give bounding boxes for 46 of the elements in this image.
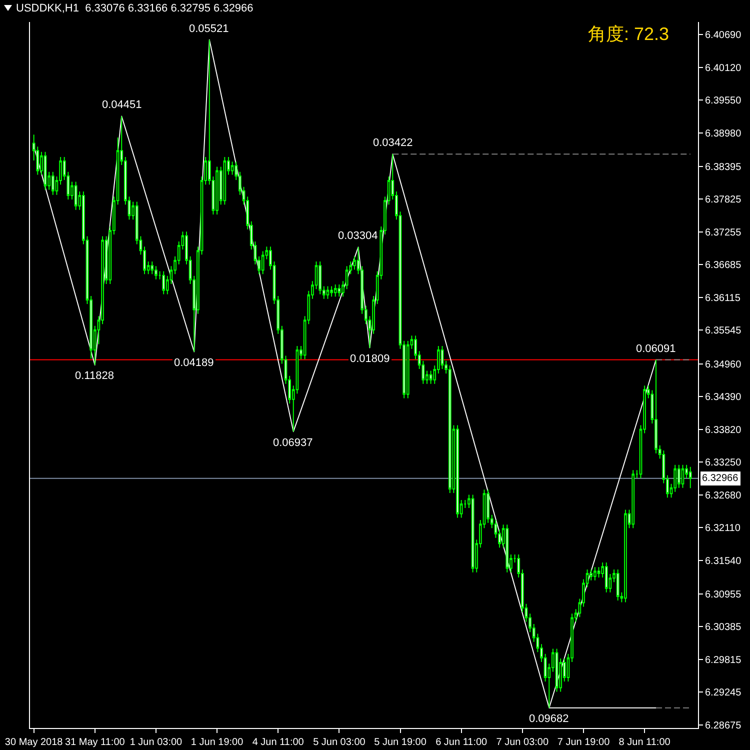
annotation: 0.04451 (102, 99, 142, 111)
annotation: 0.11828 (75, 370, 114, 382)
y-tick-label: 6.39550 (705, 96, 742, 107)
y-tick-label: 6.40120 (705, 62, 742, 74)
x-tick-label: 1 Jun 19:00 (190, 737, 244, 748)
y-tick-label: 6.33820 (705, 424, 742, 436)
annotation: 0.06937 (273, 437, 313, 449)
x-tick-label: 5 Jun 19:00 (374, 737, 427, 748)
x-tick-label: 4 Jun 11:00 (252, 737, 304, 748)
y-tick-label: 6.30955 (705, 589, 742, 600)
y-tick-label: 6.30385 (705, 622, 742, 634)
y-tick-label: 6.36115 (705, 292, 741, 304)
annotation: 0.05521 (189, 23, 229, 35)
x-tick-label: 1 Jun 03:00 (130, 737, 183, 748)
x-tick-label: 30 May 2018 (4, 737, 64, 748)
y-tick-label: 6.38980 (705, 128, 742, 140)
chart-title: USDDKK,H1 6.33076 6.33166 6.32795 6.32966 (16, 2, 254, 14)
annotation: 角度: 72.3 (588, 24, 670, 44)
y-tick-label: 6.31540 (705, 556, 742, 567)
y-tick-label: 6.34960 (705, 359, 742, 370)
y-tick-label: 6.32680 (705, 490, 742, 502)
annotation: 0.03304 (338, 230, 378, 242)
x-tick-label: 6 Jun 11:00 (436, 737, 488, 748)
x-tick-label: 7 Jun 19:00 (557, 737, 610, 748)
y-tick-label: 6.40690 (705, 30, 742, 42)
x-tick-label: 7 Jun 03:00 (496, 737, 549, 748)
annotation: 0.03422 (373, 137, 413, 149)
y-tick-label: 6.35545 (705, 326, 742, 337)
y-tick-label: 6.29245 (705, 688, 742, 699)
annotation: 0.09682 (529, 713, 569, 725)
y-tick-label: 6.28675 (705, 720, 742, 732)
y-tick-label: 6.36685 (705, 260, 742, 272)
y-tick-label: 6.38395 (705, 162, 742, 173)
x-tick-label: 31 May 11:00 (64, 737, 126, 748)
y-tick-label: 6.29815 (705, 654, 742, 666)
y-tick-label: 6.37255 (705, 227, 742, 238)
annotation: 0.06091 (636, 343, 676, 355)
annotation: 0.04189 (174, 357, 214, 369)
x-tick-label: 8 Jun 11:00 (618, 737, 671, 748)
y-tick-label: 6.37825 (705, 194, 742, 206)
y-tick-label: 6.32110 (705, 523, 741, 534)
annotation: 0.01809 (350, 353, 390, 365)
y-tick-label: 6.34390 (705, 392, 742, 404)
y-tick-label: 6.33250 (705, 458, 742, 469)
ref-line-label: 6.32966 (702, 473, 739, 484)
x-tick-label: 5 Jun 03:00 (313, 737, 366, 748)
